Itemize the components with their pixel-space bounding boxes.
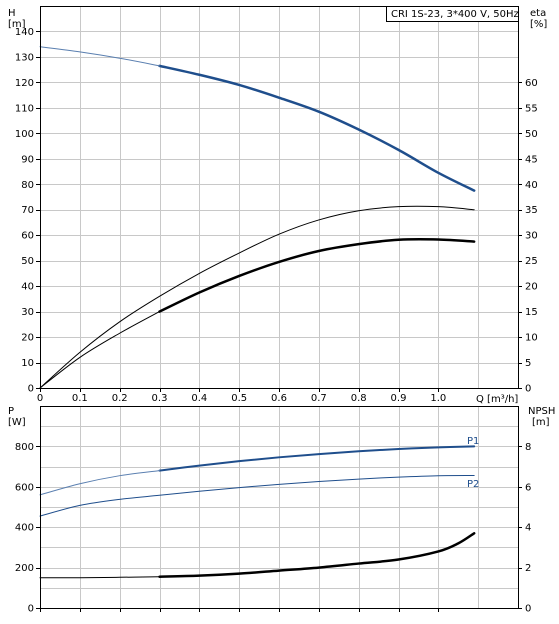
y-tick-label: 0 [28, 384, 34, 395]
top-series-0 [158, 64, 476, 192]
bottom-series-3 [39, 576, 160, 579]
series-label-p1: P1 [467, 436, 479, 447]
y-tick-label: 100 [15, 129, 34, 140]
eta-tick-label: 55 [525, 103, 538, 114]
y-tick-label: 30 [21, 307, 34, 318]
top-x-axis-label: Q [m³/h] [476, 394, 518, 405]
y-tick-label: 90 [21, 154, 34, 165]
y-tick-label: 70 [21, 205, 34, 216]
y-tick-label: 130 [15, 52, 34, 63]
chart-title-box [386, 6, 519, 22]
y-tick-label: 120 [15, 78, 34, 89]
y-tick-label: 60 [21, 231, 34, 242]
p-tick-label: 600 [15, 482, 34, 493]
top-series-2 [39, 205, 475, 389]
x-tick-label: 0.6 [271, 393, 287, 404]
bottom-left-axis-label: P [8, 406, 14, 417]
y-tick-label: 10 [21, 358, 34, 369]
p-tick-label: 400 [15, 523, 34, 534]
x-tick-label: 0.4 [191, 393, 207, 404]
bottom-right-axis-label: NPSH [528, 406, 555, 417]
npsh-tick-label: 0 [525, 604, 531, 615]
npsh-tick-label: 6 [525, 482, 531, 493]
p-tick-label: 800 [15, 442, 34, 453]
y-tick-label: 20 [21, 333, 34, 344]
p-tick-label: 200 [15, 563, 34, 574]
p-tick-label: 0 [28, 604, 34, 615]
y-tick-label: 80 [21, 180, 34, 191]
eta-tick-label: 60 [525, 78, 538, 89]
eta-tick-label: 40 [525, 180, 538, 191]
top-right-axis-label: eta [530, 8, 546, 19]
bottom-series-2 [39, 474, 475, 517]
eta-tick-label: 20 [525, 282, 538, 293]
x-tick-label: 1.0 [430, 393, 446, 404]
top-series-1 [39, 46, 160, 67]
eta-tick-label: 45 [525, 154, 538, 165]
npsh-tick-label: 2 [525, 563, 531, 574]
bottom-grid [40, 406, 518, 608]
bottom-series-4 [158, 532, 476, 578]
eta-tick-label: 35 [525, 205, 538, 216]
chart-title: CRI 1S-23, 3*400 V, 50Hz [391, 9, 519, 20]
y-tick-label: 140 [15, 27, 34, 38]
eta-tick-label: 0 [525, 384, 531, 395]
npsh-tick-label: 4 [525, 523, 531, 534]
bottom-left-axis-unit: [W] [8, 417, 26, 428]
bottom-ticks: 0 200 400 600 800 0 2 4 6 8 [15, 442, 531, 615]
y-tick-label: 40 [21, 282, 34, 293]
eta-tick-label: 25 [525, 256, 538, 267]
bottom-series-0 [158, 445, 476, 472]
top-ticks: 0 10 20 30 40 50 60 70 80 90 100 110 120 130 140 0 5 10 15… [15, 27, 538, 404]
x-tick-label: 0 [37, 393, 43, 404]
top-series-4 [39, 311, 160, 389]
bottom-series-1 [39, 470, 160, 496]
eta-tick-label: 50 [525, 129, 538, 140]
y-tick-label: 110 [15, 103, 34, 114]
bottom-curves [39, 445, 476, 579]
top-curves [39, 46, 476, 389]
top-left-axis-unit: [m] [8, 19, 26, 30]
top-grid [40, 6, 518, 388]
x-tick-label: 0.9 [391, 393, 407, 404]
x-tick-label: 0.3 [152, 393, 168, 404]
x-tick-label: 0.7 [311, 393, 327, 404]
y-tick-label: 50 [21, 256, 34, 267]
eta-tick-label: 10 [525, 333, 538, 344]
x-tick-label: 0.5 [231, 393, 247, 404]
x-tick-label: 0.1 [72, 393, 88, 404]
bottom-right-axis-unit: [m] [532, 417, 550, 428]
top-left-axis-label: H [8, 8, 16, 19]
x-tick-label: 0.8 [351, 393, 367, 404]
top-series-3 [158, 238, 476, 313]
series-label-p2: P2 [467, 479, 479, 490]
top-right-axis-unit: [%] [530, 19, 547, 30]
x-tick-label: 0.2 [112, 393, 128, 404]
eta-tick-label: 15 [525, 307, 538, 318]
npsh-tick-label: 8 [525, 442, 531, 453]
eta-tick-label: 5 [525, 358, 531, 369]
eta-tick-label: 30 [525, 231, 538, 242]
